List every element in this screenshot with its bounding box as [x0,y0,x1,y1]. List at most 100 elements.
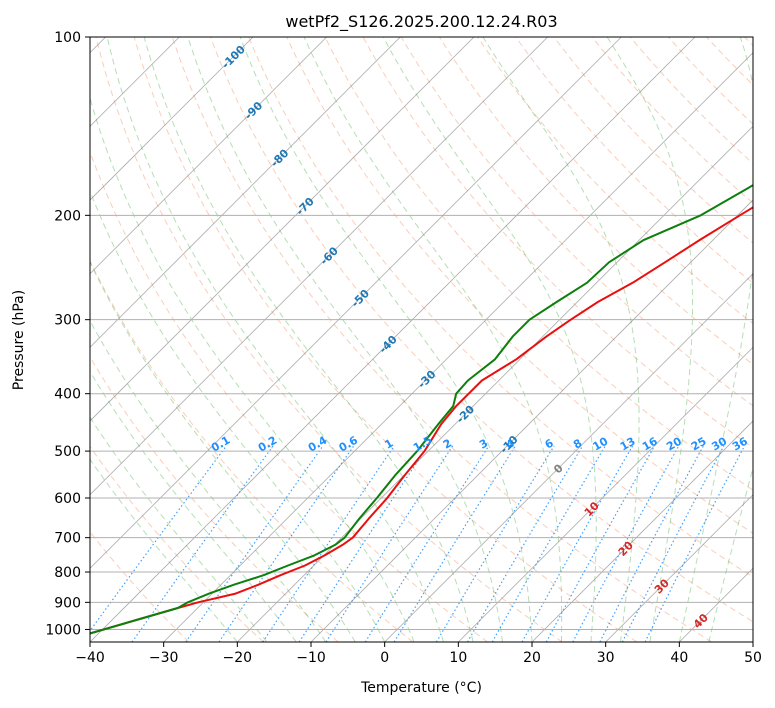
y-axis-ticks: 1000 900 800 700 600 500 400 300 200 100 [45,30,90,638]
x-tick-label: 50 [744,650,762,666]
y-tick-label: 900 [54,595,81,611]
x-axis-label: Temperature (°C) [360,680,482,696]
background-lines [90,0,775,642]
isotherm-line [310,199,753,642]
mixing-ratio-label: 2 [441,437,454,452]
mixing-ratio-line [298,445,429,642]
mixing-ratio-line [364,445,490,642]
moist-adiabat [90,189,386,642]
isotherm-line [679,567,753,642]
mixing-ratio-line [393,445,516,642]
isotherm-line [163,52,753,642]
moist-adiabat [90,260,356,642]
x-tick-label: −20 [223,650,253,666]
x-tick-label: 40 [670,650,688,666]
y-axis-label: Pressure (hPa) [11,290,27,390]
isotherm-line [752,641,753,642]
mixing-ratio-line [325,445,454,642]
moist-adiabat [239,37,533,642]
isotherm-label: 0 [551,461,566,476]
isotherm-label: 30 [652,576,672,596]
y-tick-label: 100 [54,30,81,46]
chart-title: wetPf2_S126.2025.200.12.24.R03 [285,12,557,32]
moist-adiabat [106,37,445,642]
isotherm-line [237,125,753,642]
pressure-gridlines [90,37,753,630]
dry-adiabat [768,0,775,642]
dry-adiabat [669,0,775,642]
dry-adiabat [209,37,753,623]
dry-adiabat [324,37,753,491]
dry-adiabat [90,150,488,642]
moist-adiabat [90,458,238,642]
mixing-ratio-line [90,445,227,632]
y-tick-label: 500 [54,444,81,460]
dewpoint-profile [90,183,753,635]
mixing-ratio-line [644,445,746,642]
isotherm-line [605,494,753,642]
mixing-ratio-label: 6 [543,436,556,451]
x-tick-label: 0 [380,650,389,666]
x-tick-label: −30 [149,650,179,666]
dry-adiabat [591,37,753,204]
moist-adiabat [482,37,640,642]
x-tick-label: 10 [449,650,467,666]
y-tick-label: 300 [54,313,81,329]
moist-adiabat [90,370,297,642]
moist-adiabat [90,319,327,642]
dry-adiabat [90,259,414,642]
isotherm-line [90,37,696,642]
y-tick-label: 400 [54,387,81,403]
moist-adiabat [303,37,563,642]
y-tick-label: 200 [54,208,81,224]
dry-adiabat [438,37,753,366]
mixing-ratio-line [131,445,274,642]
mixing-ratio-line [521,445,634,642]
dry-adiabat [90,356,339,642]
y-tick-label: 1000 [45,622,81,638]
y-tick-label: 700 [54,531,81,547]
dry-adiabat [95,37,563,642]
moist-adiabat [187,37,503,642]
mixing-ratio-line [545,445,656,642]
x-tick-label: −40 [75,650,105,666]
moist-adiabat [90,416,268,642]
moist-adiabat [708,465,753,642]
sounding-profiles [90,183,753,635]
mixing-ratio-line [599,445,704,642]
isotherm-line [90,37,401,348]
dry-adiabat [248,37,753,578]
y-tick-label: 800 [54,565,81,581]
dry-adiabat [90,531,190,642]
mixing-ratio-line [262,445,395,642]
dry-adiabat [667,37,753,125]
isotherm-line [90,37,327,275]
plot-frame [89,36,754,643]
moist-adiabat [678,37,753,642]
isotherm-line [384,273,753,642]
x-tick-label: 20 [523,650,541,666]
isotherm-label: 40 [691,611,711,631]
mixing-ratio-line [466,445,584,642]
temperature-profile [90,206,753,635]
mixing-ratio-line [185,445,324,642]
dry-adiabat [477,37,753,325]
x-axis-ticks: −40 −30 −20 −10 0 10 20 30 40 50 [75,642,762,666]
dry-adiabat [90,445,264,642]
isotherm-line [90,37,548,496]
dry-adiabat [286,37,753,534]
isotherm-label: -50 [349,287,372,310]
isotherm-line [90,37,622,569]
dry-adiabat [735,0,775,642]
dry-adiabat [133,37,638,642]
mixing-ratio-line [218,445,355,642]
isotherm-label: -80 [268,146,291,169]
x-tick-label: −10 [296,650,326,666]
y-tick-label: 600 [54,491,81,507]
mixing-ratio-line [435,445,555,642]
isotherm-label: -40 [377,333,400,356]
isotherm-line [90,37,254,201]
mixing-ratio-line [621,445,725,642]
isotherm-line [531,420,753,642]
